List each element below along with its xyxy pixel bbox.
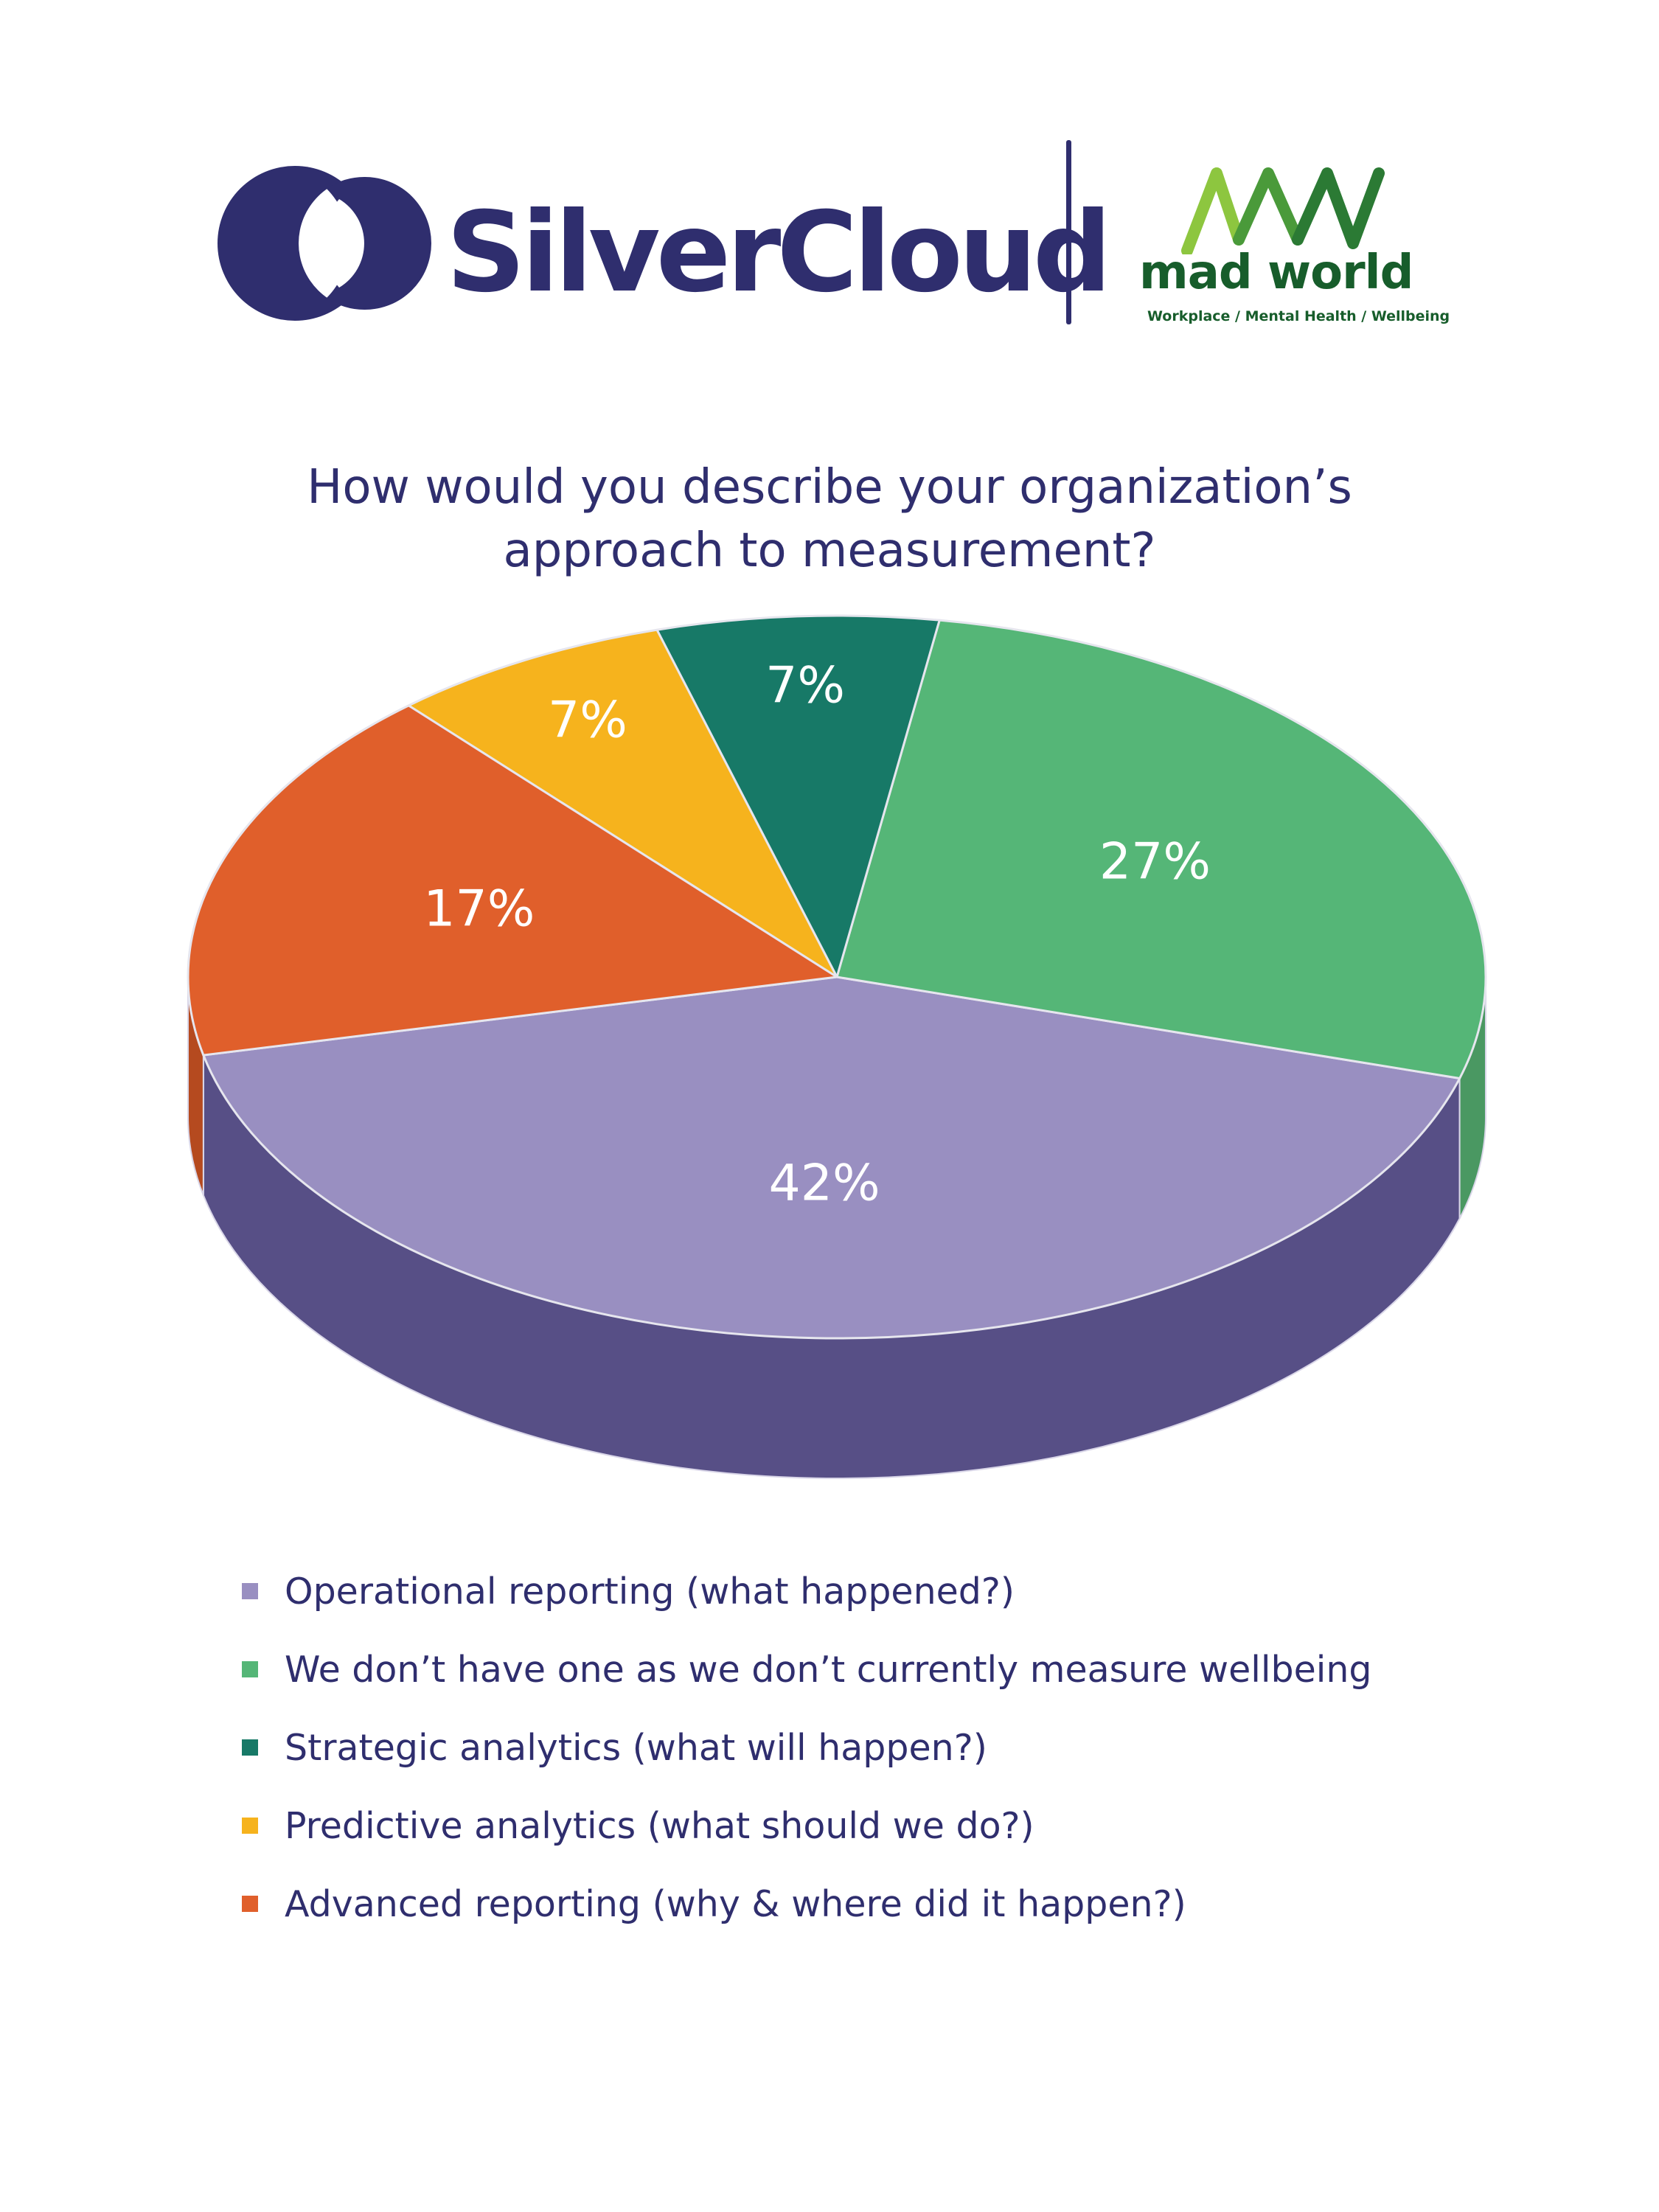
pie-slice-5 [187,704,838,1057]
legend-swatch-4 [242,1818,258,1834]
pie-slice-label-5: 17% [423,880,535,938]
legend-item-2: We don’t have one as we don’t currently … [242,1630,1372,1708]
legend-swatch-3 [242,1739,258,1756]
chart-title: How would you describe your organization… [166,456,1493,583]
pie-slice-1 [202,975,1461,1340]
silvercloud-wordmark: SilverCloud [446,189,1112,317]
header: SilverCloud mad world Workplace / Mental… [0,0,1659,354]
legend-swatch-2 [242,1661,258,1677]
legend-label-3: Strategic analytics (what will happen?) [285,1726,987,1769]
madworld-zigzag-logo-icon [1181,167,1385,254]
pie-chart: 42% 27% 7% 7% 17% [187,614,1487,1479]
legend-label-5: Advanced reporting (why & where did it h… [285,1882,1186,1925]
pie-slice-label-3: 7% [765,656,845,714]
chart-legend: Operational reporting (what happened?) We… [242,1552,1372,1943]
madworld-tagline: Workplace / Mental Health / Wellbeing [1147,308,1450,324]
pie-slice-label-1: 42% [769,1155,880,1213]
chart-title-line-2: approach to measurement? [503,524,1156,579]
legend-item-3: Strategic analytics (what will happen?) [242,1708,1372,1787]
pie-slice-4 [407,628,838,978]
chart-title-line-1: How would you describe your organization… [307,459,1352,515]
legend-swatch-1 [242,1583,258,1599]
legend-label-1: Operational reporting (what happened?) [285,1570,1015,1613]
legend-item-5: Advanced reporting (why & where did it h… [242,1865,1372,1943]
legend-label-4: Predictive analytics (what should we do?… [285,1804,1034,1847]
legend-label-2: We don’t have one as we don’t currently … [285,1648,1372,1691]
pie-slice-3 [655,614,941,978]
madworld-wordmark: mad world [1139,246,1413,300]
legend-item-1: Operational reporting (what happened?) [242,1552,1372,1630]
pie-slice-label-4: 7% [548,692,627,750]
legend-swatch-5 [242,1896,258,1912]
silvercloud-logo-icon [218,166,431,321]
legend-item-4: Predictive analytics (what should we do?… [242,1787,1372,1865]
logo-divider [1066,140,1071,324]
pie-slice-label-2: 27% [1099,833,1211,891]
pie-slice-2 [835,619,1487,1080]
